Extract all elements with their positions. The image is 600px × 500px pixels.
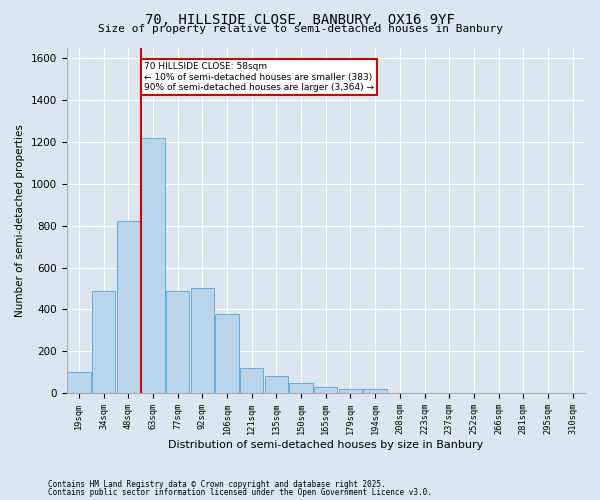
Bar (191, 288, 214, 393)
Bar (364, 389, 387, 393)
Bar (289, 382, 313, 393)
Bar (166, 290, 190, 393)
Bar (116, 222, 140, 393)
Text: 70, HILLSIDE CLOSE, BANBURY, OX16 9YF: 70, HILLSIDE CLOSE, BANBURY, OX16 9YF (145, 12, 455, 26)
Bar (265, 376, 288, 393)
Bar (67, 372, 91, 393)
Text: Contains public sector information licensed under the Open Government Licence v3: Contains public sector information licen… (48, 488, 432, 497)
Bar (240, 368, 263, 393)
Bar (141, 138, 164, 393)
X-axis label: Distribution of semi-detached houses by size in Banbury: Distribution of semi-detached houses by … (168, 440, 484, 450)
Bar (314, 387, 337, 393)
Bar (92, 290, 115, 393)
Y-axis label: Number of semi-detached properties: Number of semi-detached properties (15, 124, 25, 317)
Text: Size of property relative to semi-detached houses in Banbury: Size of property relative to semi-detach… (97, 24, 503, 34)
Bar (339, 389, 362, 393)
Bar (215, 314, 239, 393)
Text: Contains HM Land Registry data © Crown copyright and database right 2025.: Contains HM Land Registry data © Crown c… (48, 480, 386, 489)
Text: 70 HILLSIDE CLOSE: 58sqm
← 10% of semi-detached houses are smaller (383)
90% of : 70 HILLSIDE CLOSE: 58sqm ← 10% of semi-d… (144, 62, 374, 92)
